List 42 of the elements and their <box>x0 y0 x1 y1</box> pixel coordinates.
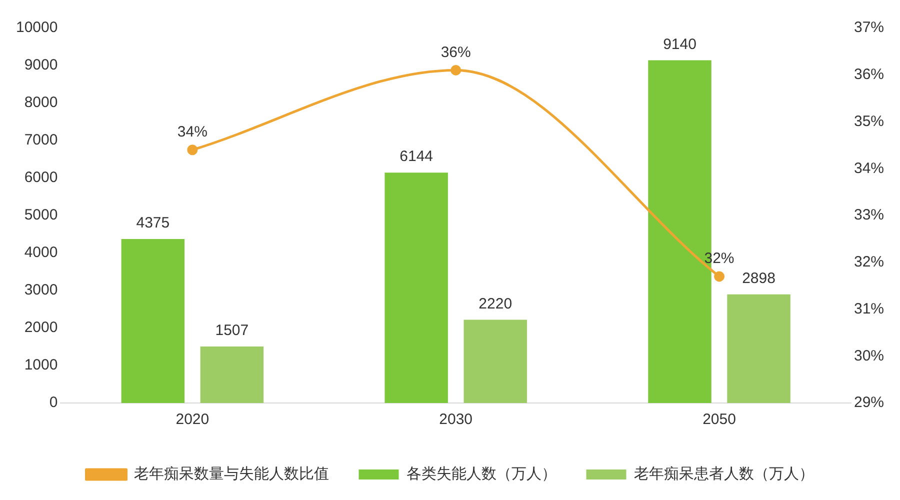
y-tick-label: 5000 <box>24 206 58 224</box>
bar <box>121 238 185 403</box>
y-tick-label: 1000 <box>24 356 58 374</box>
legend-label: 各类失能人数（万人） <box>406 466 556 483</box>
y-tick-label: 2000 <box>24 319 58 336</box>
x-tick-label: 2050 <box>702 411 736 428</box>
bar <box>727 294 790 403</box>
y2-tick-label: 33% <box>854 206 884 224</box>
point <box>714 271 725 282</box>
y-tick-label: 7000 <box>24 132 58 149</box>
y2-tick-label: 31% <box>854 300 884 318</box>
x-tick-label: 2020 <box>176 411 210 428</box>
data-label: 6144 <box>400 148 434 166</box>
y2-tick-label: 29% <box>854 394 884 412</box>
y-tick-label: 3000 <box>24 282 58 299</box>
legend-label: 老年痴呆数量与失能人数比值 <box>134 466 329 483</box>
y2-tick-label: 36% <box>854 66 884 84</box>
y2-tick-label: 34% <box>854 160 884 177</box>
y2-tick-label: 37% <box>854 19 884 36</box>
data-label: 34% <box>177 124 208 141</box>
data-label: 9140 <box>663 36 696 53</box>
y2-tick-label: 30% <box>854 347 884 364</box>
data-label: 1507 <box>215 322 249 340</box>
y-tick-label: 0 <box>49 394 58 412</box>
y-tick-label: 9000 <box>24 56 58 74</box>
y-tick-label: 8000 <box>24 94 58 112</box>
point <box>187 144 198 156</box>
data-label: 2898 <box>742 270 776 287</box>
bar <box>200 346 264 403</box>
bar <box>464 320 527 403</box>
data-label: 2220 <box>478 295 512 312</box>
point <box>450 64 462 76</box>
bar <box>384 172 448 403</box>
y2-tick-label: 35% <box>854 112 884 130</box>
y-tick-label: 6000 <box>24 169 58 186</box>
x-tick-label: 2030 <box>439 411 473 428</box>
data-label: 36% <box>440 44 471 61</box>
data-label: 4375 <box>136 214 170 232</box>
y-tick-label: 10000 <box>16 19 58 36</box>
y2-tick-label: 32% <box>854 254 884 271</box>
y-tick-label: 4000 <box>24 244 58 262</box>
legend-label: 老年痴呆患者人数（万人） <box>634 466 814 483</box>
